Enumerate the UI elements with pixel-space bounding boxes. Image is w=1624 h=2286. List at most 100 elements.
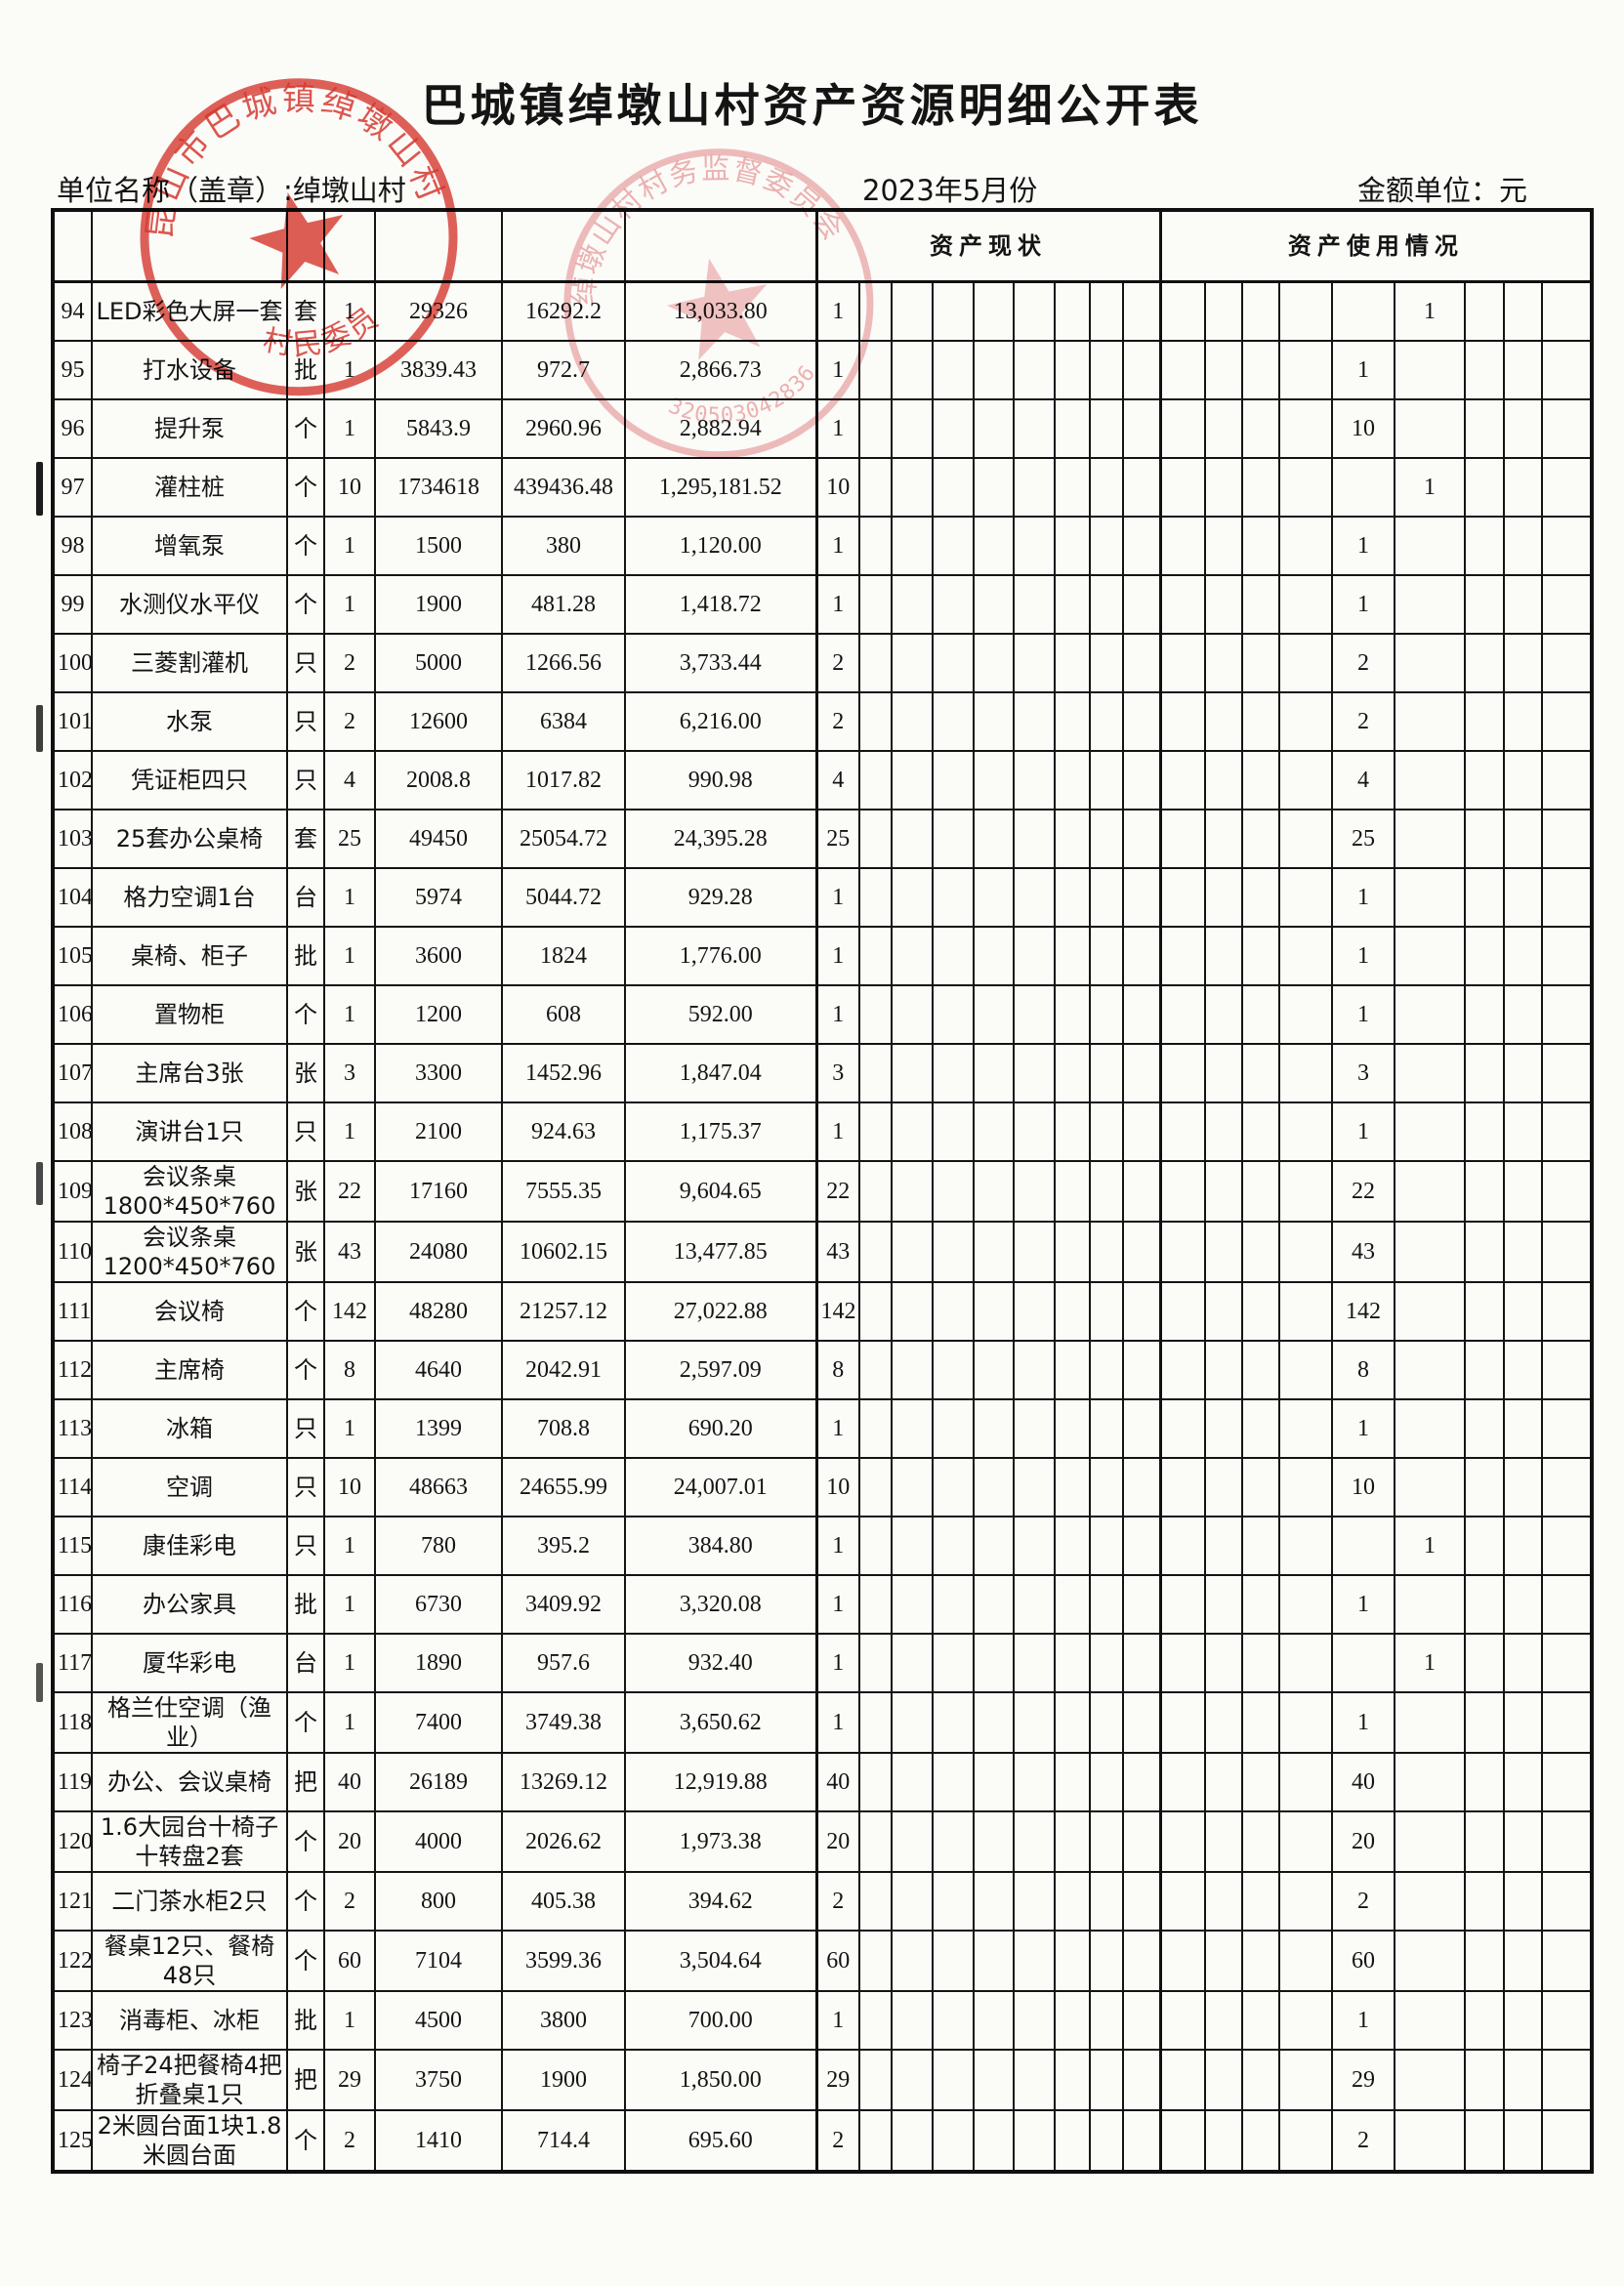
table-row: 122 餐桌12只、餐椅48只个 60 7104 3599.36 3,504.64 60 60 — [52, 1930, 1594, 1992]
cell-usage-grid — [1464, 1633, 1506, 1693]
cell-asset-name: 置物柜 — [91, 984, 288, 1045]
cell-original-value: 24080 — [374, 1221, 503, 1283]
cell-usage-value: 10 — [1331, 398, 1396, 459]
cell-status-grid — [1054, 2109, 1091, 2173]
cell-status-grid — [858, 280, 893, 342]
cell-usage-grid — [1241, 1160, 1281, 1223]
cell-status-grid — [858, 1574, 893, 1635]
cell-quantity: 25 — [323, 809, 376, 869]
page-title: 巴城镇绰墩山村资产资源明细公开表 — [421, 79, 1203, 132]
cell-usage-grid — [1503, 1691, 1544, 1754]
cell-usage-grid — [1158, 984, 1207, 1045]
cell-usage-grid — [1278, 1340, 1334, 1400]
cell-unit: 个 — [286, 1281, 325, 1342]
cell-usage-grid — [1204, 1633, 1244, 1693]
cell-status-grid — [891, 633, 934, 693]
cell-usage-value: 1 — [1331, 1691, 1396, 1754]
cell-usage-grid — [1241, 1930, 1281, 1992]
group-header-row: 资产现状 资产使用情况 — [52, 209, 1594, 283]
table-row: 120 1.6大园台十椅子十转盘2套个 20 4000 2026.62 1,973.38 2… — [52, 1810, 1594, 1873]
cell-usage-grid — [1503, 2109, 1544, 2173]
table-row: 123 消毒柜、冰柜批 1 4500 3800 700.00 1 1 — [52, 1990, 1594, 2051]
cell-net-value: 929.28 — [624, 867, 817, 928]
cell-usage-grid — [1541, 867, 1594, 928]
table-row: 111 会议椅个 142 48280 21257.12 27,022.88 142 142 — [52, 1281, 1594, 1342]
cell-status-quantity: 2 — [814, 2109, 860, 2173]
cell-status-grid — [1013, 457, 1056, 518]
cell-quantity: 60 — [323, 1930, 376, 1992]
cell-unit: 个 — [286, 1691, 325, 1754]
cell-usage-grid — [1541, 1398, 1594, 1459]
cell-status-grid — [1054, 1043, 1091, 1103]
cell-usage-grid — [1464, 1810, 1506, 1873]
cell-status-grid — [1054, 867, 1091, 928]
cell-usage-value: 1 — [1331, 926, 1396, 986]
cell-status-grid — [973, 1457, 1015, 1517]
cell-status-quantity: 1 — [814, 516, 860, 576]
table-row: 102 凭证柜四只只 4 2008.8 1017.82 990.98 4 4 — [52, 750, 1594, 810]
cell-usage-grid — [1278, 809, 1334, 869]
cell-unit: 张 — [286, 1221, 325, 1283]
cell-usage-grid — [1158, 1516, 1207, 1576]
cell-usage-grid — [1541, 2109, 1594, 2173]
cell-usage-grid — [1278, 1160, 1334, 1223]
cell-status-grid — [1089, 750, 1124, 810]
cell-quantity: 22 — [323, 1160, 376, 1223]
cell-usage-grid — [1158, 1398, 1207, 1459]
cell-original-value: 1734618 — [374, 457, 503, 518]
cell-depreciation: 2042.91 — [501, 1340, 626, 1400]
cell-usage-grid — [1278, 398, 1334, 459]
cell-usage-grid — [1541, 1043, 1594, 1103]
cell-status-grid — [932, 280, 975, 342]
cell-status-grid — [1121, 1457, 1162, 1517]
cell-status-quantity: 60 — [814, 1930, 860, 1992]
cell-status-grid — [1013, 1990, 1056, 2051]
cell-net-value: 13,477.85 — [624, 1221, 817, 1283]
cell-usage-grid — [1158, 1574, 1207, 1635]
cell-status-grid — [973, 1398, 1015, 1459]
cell-status-grid — [1089, 809, 1124, 869]
header-cell-empty — [624, 209, 817, 283]
cell-status-grid — [932, 1340, 975, 1400]
cell-original-value: 3750 — [374, 2049, 503, 2111]
table-row: 112 主席椅个 8 4640 2042.91 2,597.09 8 8 — [52, 1340, 1594, 1400]
cell-usage-value: 1 — [1331, 1574, 1396, 1635]
cell-status-quantity: 1 — [814, 1633, 860, 1693]
cell-usage-grid — [1541, 574, 1594, 635]
cell-status-grid — [1121, 1810, 1162, 1873]
cell-status-grid — [1089, 516, 1124, 576]
cell-status-grid — [973, 633, 1015, 693]
cell-usage-grid — [1278, 926, 1334, 986]
cell-status-grid — [1054, 1516, 1091, 1576]
cell-usage-grid — [1158, 1281, 1207, 1342]
cell-status-grid — [1089, 1340, 1124, 1400]
cell-status-grid — [1121, 457, 1162, 518]
scan-artifact — [36, 462, 43, 516]
cell-quantity: 1 — [323, 574, 376, 635]
cell-status-grid — [1089, 867, 1124, 928]
cell-usage-grid — [1278, 1221, 1334, 1283]
cell-usage-grid — [1541, 340, 1594, 400]
cell-usage-value: 2 — [1331, 691, 1396, 752]
cell-status-grid — [932, 398, 975, 459]
cell-usage-grid — [1541, 516, 1594, 576]
cell-status-grid — [1013, 1398, 1056, 1459]
cell-status-grid — [1089, 1871, 1124, 1932]
cell-usage-grid — [1241, 457, 1281, 518]
cell-original-value: 1500 — [374, 516, 503, 576]
cell-status-quantity: 1 — [814, 1691, 860, 1754]
table-row: 119 办公、会议桌椅把 40 26189 13269.12 12,919.88 40 40 — [52, 1752, 1594, 1812]
cell-status-grid — [1054, 750, 1091, 810]
scan-artifact — [36, 1663, 43, 1702]
cell-status-grid — [858, 1101, 893, 1162]
cell-status-grid — [1054, 926, 1091, 986]
cell-usage-grid — [1241, 516, 1281, 576]
cell-usage-grid — [1278, 1930, 1334, 1992]
cell-usage-value: 40 — [1331, 1752, 1396, 1812]
cell-status-quantity: 3 — [814, 1043, 860, 1103]
cell-usage-grid — [1278, 1633, 1334, 1693]
cell-usage-grid — [1394, 1281, 1467, 1342]
cell-status-grid — [858, 1457, 893, 1517]
cell-status-grid — [1121, 1281, 1162, 1342]
cell-usage-grid — [1394, 691, 1467, 752]
